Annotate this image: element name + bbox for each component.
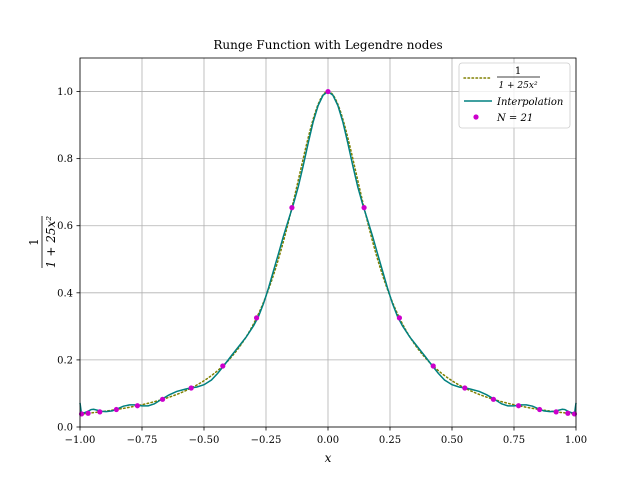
legendre-node-point [565, 410, 571, 416]
x-tick-label: −0.25 [251, 435, 282, 446]
legendre-node-point [462, 385, 468, 391]
legendre-node-point [253, 315, 260, 321]
legend-runge-denominator: 1 + 25x² [498, 81, 538, 91]
legendre-node-point [159, 396, 166, 402]
grid-lines [79, 58, 577, 428]
y-axis-ticks: 0.0 0.2 0.4 0.6 0.8 1.0 [57, 87, 80, 434]
y-tick-label: 1.0 [57, 87, 73, 98]
legendre-node-point [396, 315, 403, 321]
legend-runge-numerator: 1 [515, 66, 521, 77]
x-tick-label: 0.25 [379, 435, 401, 446]
x-tick-label: −0.50 [189, 435, 220, 446]
x-axis-label: x [325, 451, 332, 465]
legendre-node-point [361, 205, 367, 211]
y-tick-label: 0.8 [57, 154, 73, 165]
y-label-numerator: 1 [27, 238, 41, 246]
legendre-node-point [537, 406, 543, 413]
legendre-node-point [220, 363, 226, 369]
legendre-node-point [188, 385, 194, 391]
legend-nodes-marker [473, 114, 479, 120]
legendre-node-point [134, 403, 141, 409]
chart-title: Runge Function with Legendre nodes [213, 38, 442, 52]
y-label-denominator: 1 + 25x² [44, 216, 58, 268]
x-tick-label: 1.00 [565, 435, 587, 446]
legendre-node-point [515, 403, 522, 409]
legend: 1 1 + 25x² Interpolation N = 21 [458, 62, 571, 129]
y-tick-label: 0.0 [57, 423, 73, 434]
legendre-node-point [325, 88, 331, 95]
legend-interpolation-label: Interpolation [496, 97, 563, 108]
legendre-node-point [85, 410, 91, 416]
x-tick-label: −1.00 [65, 435, 96, 446]
legendre-node-point [97, 409, 103, 415]
x-tick-label: −0.75 [127, 435, 158, 446]
y-tick-label: 0.6 [57, 221, 73, 232]
legendre-node-point [289, 205, 295, 211]
y-axis-label: 1 1 + 25x² [27, 216, 58, 268]
legendre-node-point [490, 396, 497, 402]
y-tick-label: 0.4 [57, 288, 73, 299]
x-tick-label: 0.00 [317, 435, 339, 446]
legendre-node-point [113, 406, 119, 413]
x-tick-label: 0.50 [441, 435, 463, 446]
x-tick-label: 0.75 [503, 435, 525, 446]
legend-nodes-label: N = 21 [496, 113, 533, 124]
x-axis-ticks: −1.00 −0.75 −0.50 −0.25 0.00 0.25 0.50 0.75 1.00 [65, 427, 587, 446]
y-tick-label: 0.2 [57, 355, 73, 366]
legendre-node-point [430, 363, 436, 369]
legend-box [458, 62, 571, 129]
legendre-node-point [553, 409, 559, 415]
